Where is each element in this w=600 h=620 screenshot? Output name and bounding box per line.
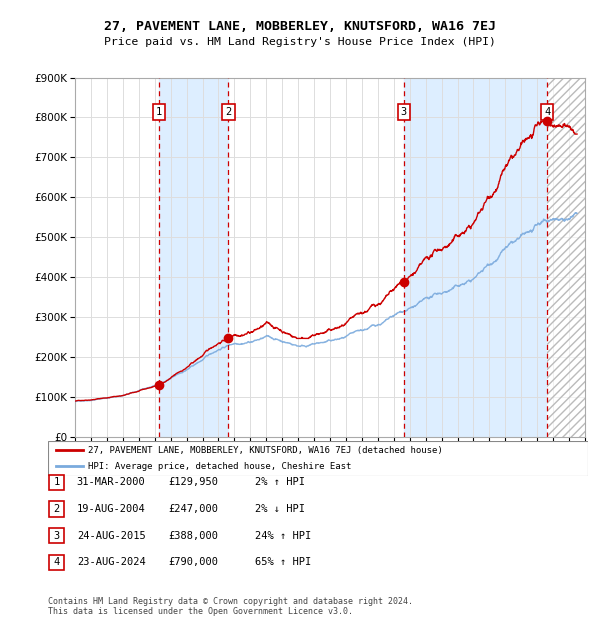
Text: 2% ↓ HPI: 2% ↓ HPI bbox=[255, 504, 305, 514]
Text: Price paid vs. HM Land Registry's House Price Index (HPI): Price paid vs. HM Land Registry's House … bbox=[104, 37, 496, 46]
Text: Contains HM Land Registry data © Crown copyright and database right 2024.
This d: Contains HM Land Registry data © Crown c… bbox=[48, 596, 413, 616]
Text: 3: 3 bbox=[53, 531, 59, 541]
Text: 2% ↑ HPI: 2% ↑ HPI bbox=[255, 477, 305, 487]
Bar bbox=[547, 78, 585, 437]
FancyBboxPatch shape bbox=[49, 501, 64, 517]
Text: 2: 2 bbox=[226, 107, 232, 117]
Text: 3: 3 bbox=[401, 107, 407, 117]
Text: 2: 2 bbox=[53, 504, 59, 514]
Text: £388,000: £388,000 bbox=[168, 531, 218, 541]
Text: 1: 1 bbox=[53, 477, 59, 487]
Text: 24% ↑ HPI: 24% ↑ HPI bbox=[255, 531, 311, 541]
Text: 27, PAVEMENT LANE, MOBBERLEY, KNUTSFORD, WA16 7EJ (detached house): 27, PAVEMENT LANE, MOBBERLEY, KNUTSFORD,… bbox=[89, 446, 443, 454]
FancyBboxPatch shape bbox=[48, 441, 588, 476]
Text: 4: 4 bbox=[544, 107, 551, 117]
Text: 24-AUG-2015: 24-AUG-2015 bbox=[77, 531, 146, 541]
Bar bbox=[404, 78, 547, 437]
Text: 65% ↑ HPI: 65% ↑ HPI bbox=[255, 557, 311, 567]
Text: HPI: Average price, detached house, Cheshire East: HPI: Average price, detached house, Ches… bbox=[89, 462, 352, 471]
FancyBboxPatch shape bbox=[49, 474, 64, 490]
Text: 19-AUG-2004: 19-AUG-2004 bbox=[77, 504, 146, 514]
Text: 27, PAVEMENT LANE, MOBBERLEY, KNUTSFORD, WA16 7EJ: 27, PAVEMENT LANE, MOBBERLEY, KNUTSFORD,… bbox=[104, 20, 496, 32]
Text: 1: 1 bbox=[155, 107, 162, 117]
FancyBboxPatch shape bbox=[49, 554, 64, 570]
FancyBboxPatch shape bbox=[49, 528, 64, 544]
Text: £247,000: £247,000 bbox=[168, 504, 218, 514]
Bar bbox=[158, 78, 229, 437]
Text: 4: 4 bbox=[53, 557, 59, 567]
Text: 31-MAR-2000: 31-MAR-2000 bbox=[77, 477, 146, 487]
Text: £129,950: £129,950 bbox=[168, 477, 218, 487]
Text: £790,000: £790,000 bbox=[168, 557, 218, 567]
Bar bbox=[547, 78, 585, 437]
Text: 23-AUG-2024: 23-AUG-2024 bbox=[77, 557, 146, 567]
